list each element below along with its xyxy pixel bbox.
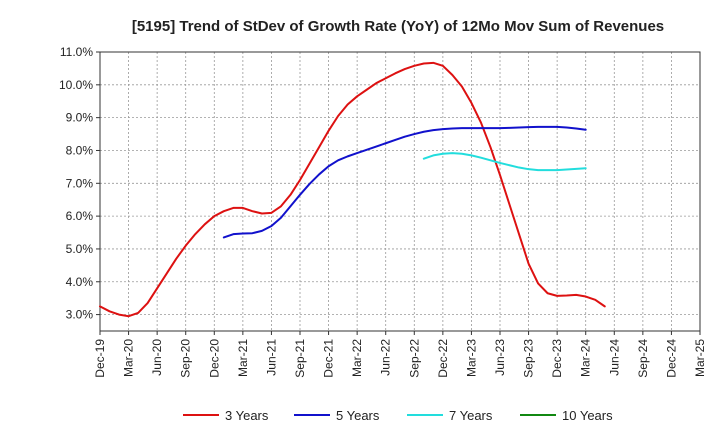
legend-label-10-years: 10 Years — [562, 408, 613, 423]
x-tick-label: Mar-23 — [464, 339, 478, 377]
x-tick-label: Dec-23 — [550, 339, 564, 378]
y-tick-label: 10.0% — [59, 78, 93, 92]
plot-frame — [99, 51, 701, 332]
legend-label-7-years: 7 Years — [449, 408, 493, 423]
series-line-3-years — [99, 61, 606, 318]
x-tick-label: Dec-20 — [207, 339, 221, 378]
x-tick-label: Mar-20 — [122, 339, 136, 377]
x-tick-label: Sep-20 — [179, 339, 193, 378]
series-lines — [99, 61, 606, 318]
x-tick-label: Sep-24 — [636, 339, 650, 378]
chart-title: [5195] Trend of StDev of Growth Rate (Yo… — [132, 18, 664, 35]
x-tick-label: Mar-21 — [236, 339, 250, 377]
y-tick-label: 3.0% — [66, 308, 94, 322]
x-tick-label: Dec-24 — [664, 339, 678, 378]
series-line-7-years — [422, 152, 587, 172]
x-axis: Dec-19 Mar-20 Jun-20 Sep-20 Dec-20 Mar-21 Jun-… — [93, 331, 707, 378]
y-tick-label: 9.0% — [66, 111, 94, 125]
x-tick-label: Dec-22 — [436, 339, 450, 378]
y-tick-label: 11.0% — [60, 45, 93, 59]
y-tick-label: 6.0% — [66, 209, 94, 223]
x-tick-label: Dec-19 — [93, 339, 107, 378]
x-tick-label: Mar-22 — [350, 339, 364, 377]
x-tick-label: Jun-23 — [493, 339, 507, 376]
x-tick-label: Jun-22 — [379, 339, 393, 376]
x-tick-label: Dec-21 — [322, 339, 336, 378]
legend-label-5-years: 5 Years — [336, 408, 380, 423]
grid — [99, 51, 701, 331]
legend: 3 Years 5 Years 7 Years 10 Years — [183, 408, 613, 423]
y-tick-label: 7.0% — [66, 176, 94, 190]
y-tick-label: 4.0% — [66, 275, 94, 289]
x-tick-label: Sep-21 — [293, 339, 307, 378]
x-tick-label: Sep-22 — [407, 339, 421, 378]
x-tick-label: Jun-20 — [150, 339, 164, 376]
x-tick-label: Jun-21 — [264, 339, 278, 376]
plot-area — [100, 52, 700, 331]
y-axis: 3.0% 4.0% 5.0% 6.0% 7.0% 8.0% 9.0% 10.0% 11.0% — [59, 45, 100, 322]
series-line-5-years — [222, 125, 587, 239]
y-tick-label: 8.0% — [66, 143, 94, 157]
x-tick-label: Jun-24 — [607, 339, 621, 376]
legend-label-3-years: 3 Years — [225, 408, 269, 423]
x-tick-label: Sep-23 — [522, 339, 536, 378]
y-tick-label: 5.0% — [66, 242, 94, 256]
x-tick-label: Mar-24 — [579, 339, 593, 377]
x-tick-label: Mar-25 — [693, 339, 707, 377]
